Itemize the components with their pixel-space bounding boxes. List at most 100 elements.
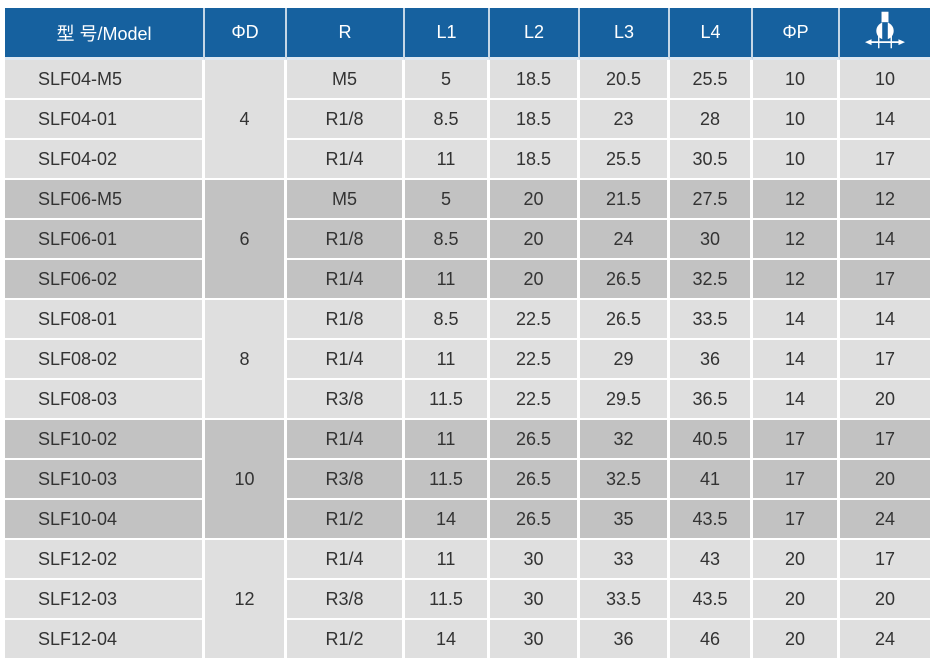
- l2-cell: 26.5: [490, 460, 580, 500]
- l1-cell: 14: [405, 620, 490, 660]
- l4-cell: 41: [670, 460, 753, 500]
- model-cell: SLF06-02: [5, 260, 205, 300]
- table-row: SLF12-02 12 R1/4 11 30 33 43 20 17: [5, 540, 930, 660]
- l2-cell: 20: [490, 260, 580, 300]
- wrench-cell: 12: [840, 180, 930, 220]
- column-header-wrench: [840, 8, 930, 60]
- l3-cell: 36: [580, 620, 670, 660]
- phi-p-cell: 14: [753, 340, 840, 380]
- phi-p-cell: 10: [753, 100, 840, 140]
- r-cell: R3/8: [287, 580, 405, 620]
- r-cell: R1/4: [287, 260, 405, 300]
- wrench-size-icon: [864, 10, 906, 50]
- l4-cell: 25.5: [670, 60, 753, 100]
- model-cell: SLF10-02: [5, 420, 205, 460]
- r-cell: R1/8: [287, 100, 405, 140]
- model-cell: SLF10-03: [5, 460, 205, 500]
- l4-cell: 28: [670, 100, 753, 140]
- table-row: SLF08-01 8 R1/8 8.5 22.5 26.5 33.5 14 14: [5, 300, 930, 420]
- r-cell: R1/4: [287, 540, 405, 580]
- l4-cell: 32.5: [670, 260, 753, 300]
- column-header-l1: L1: [405, 8, 490, 60]
- table-row: SLF04-M5 4 M5 5 18.5 20.5 25.5 10 10: [5, 60, 930, 180]
- l1-cell: 11: [405, 540, 490, 580]
- model-cell: SLF12-02: [5, 540, 205, 580]
- l3-cell: 23: [580, 100, 670, 140]
- l4-cell: 43.5: [670, 500, 753, 540]
- wrench-cell: 17: [840, 140, 930, 180]
- wrench-cell: 14: [840, 100, 930, 140]
- l2-cell: 22.5: [490, 340, 580, 380]
- column-header-r: R: [287, 8, 405, 60]
- wrench-cell: 24: [840, 500, 930, 540]
- l2-cell: 22.5: [490, 300, 580, 340]
- phi-d-cell: 12: [205, 540, 287, 660]
- table-row: SLF10-02 10 R1/4 11 26.5 32 40.5 17 17: [5, 420, 930, 540]
- l2-cell: 20: [490, 220, 580, 260]
- l1-cell: 11: [405, 260, 490, 300]
- l1-cell: 11.5: [405, 580, 490, 620]
- wrench-cell: 14: [840, 220, 930, 260]
- r-cell: R3/8: [287, 460, 405, 500]
- table-row: SLF04-01 R1/8 8.5 18.5 23 28 10 14: [5, 100, 930, 140]
- table-row: SLF06-M5 6 M5 5 20 21.5 27.5 12 12: [5, 180, 930, 300]
- l4-cell: 30: [670, 220, 753, 260]
- l2-cell: 18.5: [490, 140, 580, 180]
- l3-cell: 33.5: [580, 580, 670, 620]
- wrench-cell: 20: [840, 460, 930, 500]
- phi-p-cell: 14: [753, 380, 840, 420]
- l2-cell: 26.5: [490, 420, 580, 460]
- model-cell: SLF08-01: [5, 300, 205, 340]
- r-cell: M5: [287, 180, 405, 220]
- phi-p-cell: 14: [753, 300, 840, 340]
- l2-cell: 30: [490, 580, 580, 620]
- table-row: SLF10-03 R3/8 11.5 26.5 32.5 41 17 20: [5, 460, 930, 500]
- l2-cell: 18.5: [490, 60, 580, 100]
- table-row: SLF12-04 R1/2 14 30 36 46 20 24: [5, 620, 930, 660]
- l2-cell: 30: [490, 620, 580, 660]
- model-cell: SLF04-01: [5, 100, 205, 140]
- l2-cell: 20: [490, 180, 580, 220]
- table-row: SLF10-04 R1/2 14 26.5 35 43.5 17 24: [5, 500, 930, 540]
- table-row: SLF06-02 R1/4 11 20 26.5 32.5 12 17: [5, 260, 930, 300]
- phi-d-cell: 10: [205, 420, 287, 540]
- column-header-l3: L3: [580, 8, 670, 60]
- r-cell: R1/8: [287, 300, 405, 340]
- l3-cell: 26.5: [580, 260, 670, 300]
- table-row: SLF12-03 R3/8 11.5 30 33.5 43.5 20 20: [5, 580, 930, 620]
- l2-cell: 22.5: [490, 380, 580, 420]
- l1-cell: 5: [405, 60, 490, 100]
- table-row: SLF08-02 R1/4 11 22.5 29 36 14 17: [5, 340, 930, 380]
- spec-table: 型 号/Model ΦD R L1 L2 L3 L4 ΦP SLF04-M5 4 M5 5 18.5 2…: [5, 8, 930, 660]
- phi-d-cell: 4: [205, 60, 287, 180]
- l4-cell: 40.5: [670, 420, 753, 460]
- l3-cell: 24: [580, 220, 670, 260]
- phi-p-cell: 12: [753, 260, 840, 300]
- l4-cell: 43: [670, 540, 753, 580]
- l3-cell: 26.5: [580, 300, 670, 340]
- l1-cell: 11: [405, 140, 490, 180]
- l3-cell: 32: [580, 420, 670, 460]
- phi-p-cell: 12: [753, 220, 840, 260]
- phi-p-cell: 17: [753, 500, 840, 540]
- l1-cell: 11: [405, 420, 490, 460]
- r-cell: R1/4: [287, 420, 405, 460]
- phi-p-cell: 20: [753, 620, 840, 660]
- l4-cell: 46: [670, 620, 753, 660]
- l2-cell: 18.5: [490, 100, 580, 140]
- model-cell: SLF04-M5: [5, 60, 205, 100]
- phi-p-cell: 20: [753, 540, 840, 580]
- phi-p-cell: 10: [753, 60, 840, 100]
- table-body: SLF04-M5 4 M5 5 18.5 20.5 25.5 10 10 SLF04-01 R1/8…: [5, 60, 930, 660]
- phi-p-cell: 20: [753, 580, 840, 620]
- model-cell: SLF10-04: [5, 500, 205, 540]
- l2-cell: 26.5: [490, 500, 580, 540]
- phi-d-cell: 6: [205, 180, 287, 300]
- l1-cell: 8.5: [405, 300, 490, 340]
- l2-cell: 30: [490, 540, 580, 580]
- phi-d-cell: 8: [205, 300, 287, 420]
- l1-cell: 11.5: [405, 380, 490, 420]
- wrench-cell: 17: [840, 420, 930, 460]
- header-row: 型 号/Model ΦD R L1 L2 L3 L4 ΦP: [5, 8, 930, 60]
- column-header-l4: L4: [670, 8, 753, 60]
